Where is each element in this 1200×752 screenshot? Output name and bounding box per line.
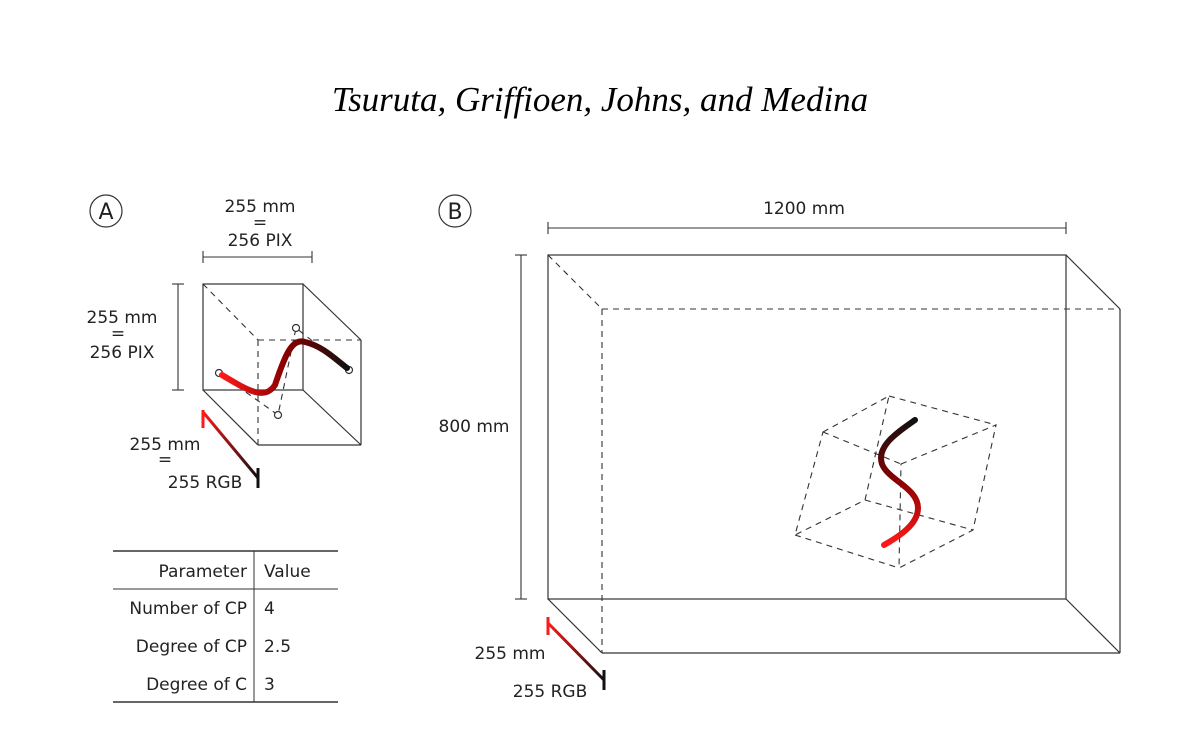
- table-row-value: 2.5: [264, 637, 291, 657]
- panel-a-depth-mm: 255 mm: [130, 435, 201, 455]
- panel-a-height-eq: =: [111, 324, 125, 344]
- table-header-value: Value: [264, 562, 311, 582]
- panel-b-width-mm: 1200 mm: [763, 199, 845, 219]
- panel-a-depth-axis: [201, 410, 260, 488]
- panel-a-width-dimension-line: [202, 251, 313, 263]
- panel-b-height-dimension-line: [515, 254, 527, 600]
- panel-a-control-polygon: [214, 323, 354, 420]
- panel-b-letter-circle: [438, 194, 472, 228]
- table-row-param: Degree of CP: [136, 637, 247, 657]
- panel-a: A 255 mm = 256 PIX 255 mm = 256 PIX: [87, 194, 362, 703]
- panel-a-height-mm: 255 mm: [87, 308, 158, 328]
- control-point-2: [273, 410, 283, 420]
- panel-a-letter: A: [98, 200, 113, 225]
- panel-a-letter-circle: [89, 194, 123, 228]
- table-row-value: 3: [264, 675, 275, 695]
- table-row-value: 4: [264, 599, 275, 619]
- panel-a-width-pix: 256 PIX: [228, 231, 293, 251]
- panel-b-letter: B: [447, 200, 462, 225]
- panel-b-depth-rgb: 255 RGB: [513, 682, 588, 702]
- table-row-param: Degree of C: [146, 675, 247, 695]
- panel-b-depth-mm: 255 mm: [475, 644, 546, 664]
- panel-b-width-dimension-line: [547, 222, 1067, 234]
- panel-a-height-dimension-line: [172, 283, 184, 391]
- panel-b-height-mm: 800 mm: [439, 417, 510, 437]
- table-row-param: Number of CP: [129, 599, 247, 619]
- parameter-table: Parameter Value Number of CP 4 Degree of…: [113, 550, 338, 703]
- panel-b-depth-axis: [546, 617, 606, 690]
- table-header-parameter: Parameter: [159, 562, 247, 582]
- panel-a-height-pix: 256 PIX: [90, 343, 155, 363]
- panel-a-depth-eq: =: [158, 450, 172, 470]
- panel-a-curve: [219, 338, 350, 396]
- control-point-3: [291, 323, 301, 333]
- panel-b: B 1200 mm 800 mm: [438, 194, 1121, 702]
- figure-authors-title: Tsuruta, Griffioen, Johns, and Medina: [331, 80, 869, 119]
- panel-a-depth-rgb: 255 RGB: [168, 473, 243, 493]
- panel-a-width-eq: =: [253, 213, 267, 233]
- panel-a-width-mm: 255 mm: [225, 197, 296, 217]
- panel-b-box: [547, 254, 1121, 654]
- panel-b-curve: [878, 417, 922, 548]
